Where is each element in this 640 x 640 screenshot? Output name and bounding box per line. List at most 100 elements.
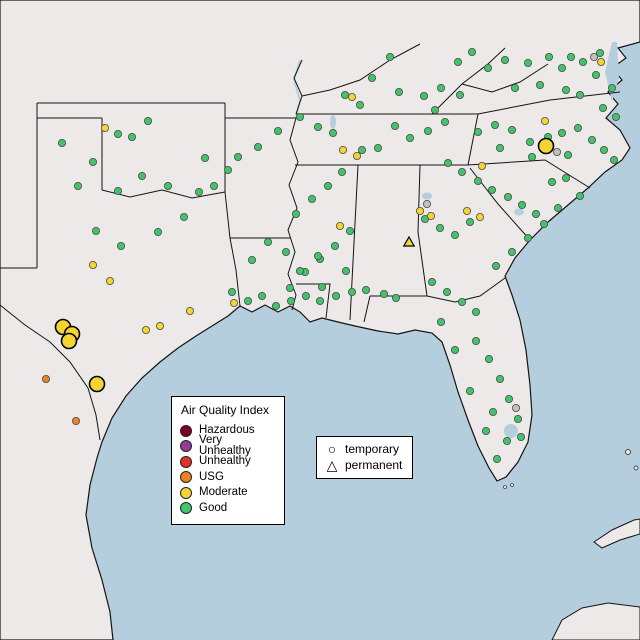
monitor-station-marker [163,181,172,190]
monitor-station-marker [490,121,499,130]
aqi-category-swatch-icon [180,440,192,453]
station-type-label: permanent [345,458,403,472]
station-type-item-permanent: △ permanent [325,457,403,473]
monitor-station-marker [313,123,322,132]
monitor-station-marker [495,143,504,152]
monitor-station-marker [536,81,545,90]
monitor-station-marker [291,209,300,218]
monitor-station-marker [367,74,376,83]
aqi-category-swatch-icon [180,424,192,437]
monitor-station-marker [597,58,606,67]
monitor-station-marker [390,122,399,131]
aqi-legend-label: Good [199,501,228,514]
monitor-station-marker [229,298,238,307]
aqi-legend: Air Quality Index Hazardous Very Unhealth… [171,396,285,525]
monitor-station-marker [473,127,482,136]
monitor-station-marker [554,203,563,212]
monitor-station-marker [58,138,67,147]
monitor-station-marker [141,325,150,334]
monitor-station-marker [74,181,83,190]
monitor-station-marker [450,345,459,354]
monitor-station-marker [155,321,164,330]
monitor-station-marker [273,127,282,136]
monitor-station-marker [514,414,523,423]
monitor-station-marker [462,206,471,215]
monitor-station-marker [328,128,337,137]
monitor-station-marker [209,181,218,190]
monitor-station-marker [423,127,432,136]
aqi-legend-title: Air Quality Index [181,403,270,417]
monitor-station-marker [114,186,123,195]
circle-symbol-icon: ○ [327,441,337,457]
monitor-station-marker [257,291,266,300]
monitor-station-marker [450,230,459,239]
aqi-legend-label: Moderate [199,486,248,498]
aqi-category-swatch-icon [180,455,192,468]
monitor-station-marker [488,407,497,416]
aqi-category-swatch-icon [180,502,192,515]
monitor-station-marker [599,104,608,113]
monitor-station-marker [331,291,340,300]
monitor-station-marker [440,118,449,127]
monitor-station-marker [194,187,203,196]
temporary-station-marker [537,137,555,155]
monitor-station-marker [114,129,123,138]
monitor-station-marker [483,64,492,73]
lake [330,115,336,129]
monitor-station-marker [503,192,512,201]
monitor-station-marker [610,155,619,164]
lake [422,192,432,200]
station-markers-layer [42,48,621,463]
monitor-station-marker [436,84,445,93]
monitor-station-marker [532,209,541,218]
monitor-station-marker [89,260,98,269]
monitor-station-marker [301,291,310,300]
monitor-station-marker [541,117,550,126]
monitor-station-marker [579,58,588,67]
monitor-station-marker [361,285,370,294]
aqi-legend-item-good: Good [180,501,276,517]
monitor-station-marker [247,255,256,264]
monitor-station-marker [507,126,516,135]
monitor-station-marker [465,217,474,226]
monitor-station-marker [465,386,474,395]
monitor-station-marker [352,151,361,160]
triangle-symbol-icon: △ [326,457,338,473]
station-type-item-temporary: ○ temporary [325,441,402,457]
aqi-legend-label: Hazardous [199,424,255,436]
station-type-legend: ○ temporary △ permanent [316,436,414,479]
monitor-station-marker [391,293,400,302]
monitor-station-marker [394,88,403,97]
monitor-station-marker [419,92,428,101]
monitor-station-marker [562,173,571,182]
monitor-station-marker [576,191,585,200]
monitor-station-marker [457,297,466,306]
monitor-station-marker [453,58,462,67]
monitor-station-marker [562,86,571,95]
monitor-station-marker [590,53,599,62]
monitor-station-marker [436,317,445,326]
monitor-station-marker [253,142,262,151]
monitor-station-marker [473,176,482,185]
monitor-station-marker [558,128,567,137]
cuba-island [593,518,640,549]
bahamas-island [625,449,631,455]
monitor-station-marker [295,113,304,122]
bahamas-island [633,465,639,471]
monitor-station-marker [338,145,347,154]
monitor-station-marker [330,241,339,250]
monitor-station-marker [92,226,101,235]
station-type-legend-items: ○ temporary △ permanent [325,441,403,473]
monitor-station-marker [526,137,535,146]
monitor-station-marker [347,93,356,102]
monitor-station-marker [528,152,537,161]
monitor-station-marker [89,157,98,166]
aqi-legend-items: Hazardous Very Unhealthy Unhealthy USG Moder… [180,423,276,516]
monitor-station-marker [484,354,493,363]
aqi-legend-item-moderate: Moderate [180,485,276,501]
monitor-station-marker [281,247,290,256]
aqi-legend-item-hazardous: Hazardous [180,423,276,439]
